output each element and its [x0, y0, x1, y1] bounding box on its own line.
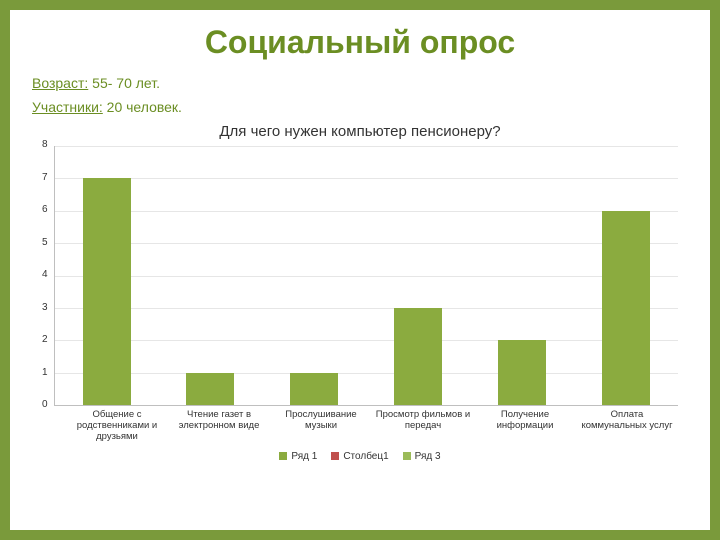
- x-axis-label: Чтение газет в электронном виде: [168, 406, 270, 443]
- y-axis: 8 7 6 5 4 3 2 1 0: [42, 146, 54, 406]
- slide-frame: Социальный опрос Возраст: 55- 70 лет. Уч…: [0, 0, 720, 540]
- bar-slot: [55, 146, 159, 405]
- chart-plot-area: 8 7 6 5 4 3 2 1 0: [42, 146, 678, 406]
- bar-slot: [470, 146, 574, 405]
- bar-slot: [158, 146, 262, 405]
- legend-swatch: [403, 452, 411, 460]
- bar: [394, 308, 442, 405]
- bar-slot: [574, 146, 678, 405]
- bar: [186, 373, 234, 405]
- meta-participants-label: Участники:: [32, 99, 103, 115]
- bar: [290, 373, 338, 405]
- bar: [602, 211, 650, 405]
- meta-age-value: 55- 70 лет.: [88, 75, 160, 91]
- meta-participants-value: 20 человек.: [103, 99, 182, 115]
- chart-title: Для чего нужен компьютер пенсионеру?: [32, 123, 688, 140]
- legend-item: Ряд 3: [403, 451, 441, 462]
- plot: [54, 146, 678, 406]
- x-axis-label: Получение информации: [474, 406, 576, 443]
- legend-item: Ряд 1: [279, 451, 317, 462]
- bars-row: [55, 146, 678, 405]
- x-axis-label: Прослушивание музыки: [270, 406, 372, 443]
- bar-slot: [366, 146, 470, 405]
- legend-label: Столбец1: [343, 451, 388, 462]
- bar: [83, 178, 131, 405]
- slide-title: Социальный опрос: [32, 24, 688, 61]
- meta-age: Возраст: 55- 70 лет.: [32, 75, 688, 91]
- legend-label: Ряд 3: [415, 451, 441, 462]
- chart-legend: Ряд 1 Столбец1 Ряд 3: [32, 451, 688, 462]
- legend-swatch: [279, 452, 287, 460]
- legend-label: Ряд 1: [291, 451, 317, 462]
- legend-item: Столбец1: [331, 451, 388, 462]
- bar: [498, 340, 546, 405]
- x-axis-labels: Общение с родственниками и друзьямиЧтени…: [42, 406, 678, 443]
- bar-slot: [262, 146, 366, 405]
- legend-swatch: [331, 452, 339, 460]
- x-axis-label: Общение с родственниками и друзьями: [66, 406, 168, 443]
- meta-age-label: Возраст:: [32, 75, 88, 91]
- meta-participants: Участники: 20 человек.: [32, 99, 688, 115]
- chart-container: Для чего нужен компьютер пенсионеру? 8 7…: [32, 123, 688, 462]
- x-axis-label: Просмотр фильмов и передач: [372, 406, 474, 443]
- x-axis-label: Оплата коммунальных услуг: [576, 406, 678, 443]
